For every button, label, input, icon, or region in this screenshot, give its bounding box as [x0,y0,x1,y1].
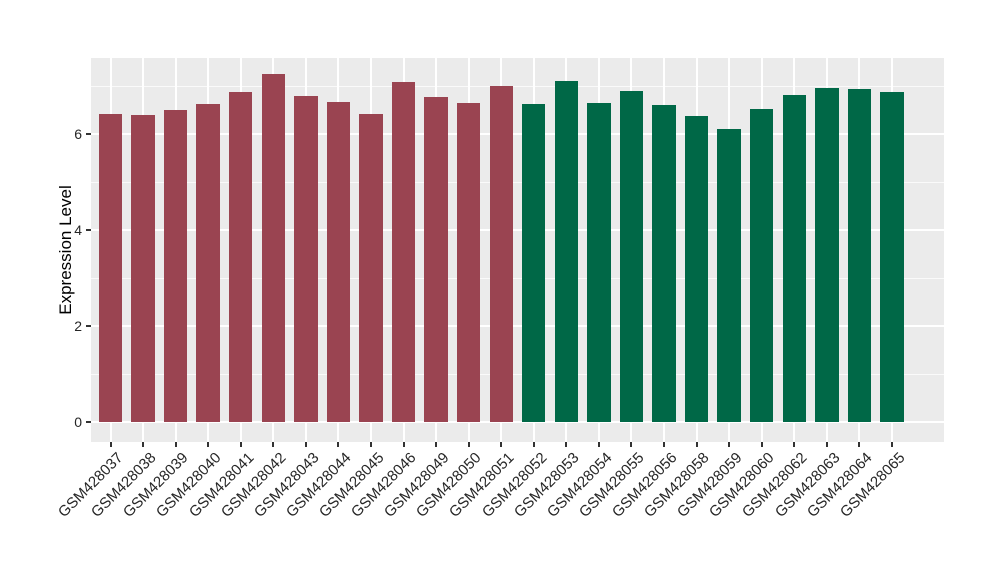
bar-GSM428052 [522,104,546,422]
x-tick-GSM428064 [858,442,861,447]
x-tick-GSM428055 [630,442,633,447]
y-tick-label-4: 4 [74,221,82,238]
bar-GSM428037 [98,113,123,422]
bar-GSM428058 [684,116,709,422]
x-tick-GSM428045 [369,442,372,447]
y-tick-2 [86,324,91,327]
bar-GSM428062 [782,95,806,422]
x-tick-GSM428059 [728,442,731,447]
bar-GSM428054 [587,103,611,422]
x-tick-GSM428038 [142,442,145,447]
x-tick-GSM428052 [532,442,535,447]
gridline-major-6 [91,132,944,135]
x-tick-GSM428040 [207,442,210,447]
y-tick-label-2: 2 [74,317,82,334]
bar-GSM428051 [489,86,513,422]
bar-GSM428064 [847,88,872,422]
bar-GSM428055 [619,91,644,422]
x-tick-GSM428051 [500,442,503,447]
bar-GSM428065 [880,92,904,422]
x-tick-GSM428043 [304,442,307,447]
bar-GSM428039 [163,109,188,422]
bar-GSM428041 [229,91,253,422]
y-tick-4 [86,228,91,231]
bar-GSM428040 [196,103,220,422]
x-tick-GSM428056 [663,442,665,447]
gridline-minor-7 [91,85,944,87]
x-tick-GSM428044 [337,442,340,447]
x-tick-GSM428041 [239,442,242,447]
y-axis-title: Expression Level [56,185,75,315]
x-tick-GSM428053 [565,442,568,447]
bar-GSM428063 [815,87,839,422]
bar-GSM428050 [456,102,481,422]
x-tick-GSM428062 [793,442,796,447]
gridline-minor-5 [91,181,944,183]
bar-GSM428038 [131,115,155,422]
y-tick-0 [86,421,91,423]
gridline-major-2 [91,324,944,327]
gridline-major-0 [91,421,944,423]
bar-GSM428042 [261,74,286,422]
y-tick-label-0: 0 [74,414,82,430]
bar-GSM428043 [294,96,318,422]
gridline-minor-3 [91,277,944,279]
bar-GSM428056 [652,105,676,422]
bar-GSM428059 [717,129,741,422]
x-tick-GSM428063 [825,442,828,447]
x-tick-GSM428058 [695,442,698,447]
bar-GSM428049 [424,96,448,422]
plot-panel [91,58,944,442]
x-tick-GSM428046 [402,442,405,447]
bar-GSM428045 [359,114,383,422]
y-tick-label-6: 6 [74,125,82,142]
x-tick-GSM428050 [467,442,470,447]
gridline-minor-1 [91,373,944,375]
bar-GSM428053 [554,80,579,422]
x-tick-GSM428037 [109,442,112,447]
bar-GSM428044 [326,101,351,422]
x-tick-GSM428060 [760,442,763,447]
bar-GSM428060 [749,108,774,422]
x-tick-GSM428049 [435,442,438,447]
gridline-major-4 [91,228,944,231]
bar-GSM428046 [391,82,416,422]
y-tick-6 [86,132,91,135]
x-tick-GSM428054 [597,442,600,447]
x-tick-GSM428039 [174,442,177,447]
x-tick-GSM428042 [272,442,275,447]
x-tick-GSM428065 [890,442,893,447]
